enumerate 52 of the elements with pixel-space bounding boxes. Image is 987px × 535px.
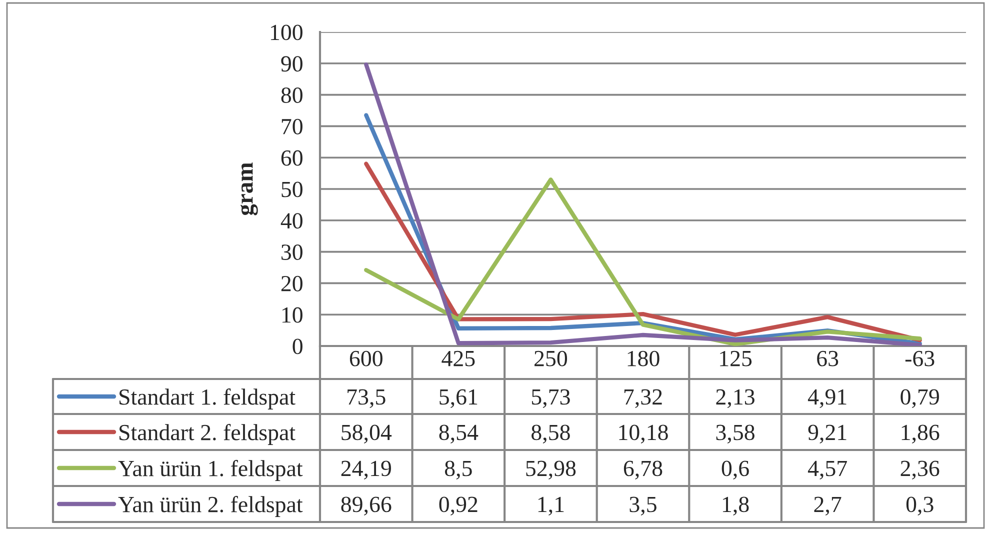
y-tick-label: 10 bbox=[282, 307, 302, 323]
data-label: 1,86 bbox=[902, 424, 940, 444]
x-tick-label: 600 bbox=[350, 350, 382, 366]
data-label: 1,8 bbox=[722, 496, 749, 516]
data-label: 0,3 bbox=[906, 496, 934, 516]
data-label: 24,19 bbox=[341, 460, 391, 480]
data-label: 3,58 bbox=[716, 424, 754, 444]
data-label: 3,5 bbox=[630, 496, 656, 516]
data-label: 0,6 bbox=[722, 460, 749, 480]
line-series bbox=[364, 62, 922, 346]
data-label: 2,7 bbox=[814, 496, 842, 516]
y-tick-label: 60 bbox=[281, 150, 302, 166]
data-label: 8,58 bbox=[532, 424, 570, 444]
data-label: 8,54 bbox=[439, 424, 478, 444]
y-tick-label: 50 bbox=[282, 182, 302, 198]
x-tick-label: 63 bbox=[817, 350, 838, 366]
data-label: 2,36 bbox=[900, 460, 940, 480]
data-label: 5,73 bbox=[532, 389, 570, 408]
y-tick-label: 90 bbox=[281, 56, 302, 72]
data-label: 9,21 bbox=[808, 424, 846, 444]
y-axis-title: gram bbox=[240, 162, 258, 216]
x-tick-label: 180 bbox=[628, 350, 660, 366]
y-tick-label: 40 bbox=[280, 213, 302, 229]
data-label: 10,18 bbox=[619, 424, 668, 444]
data-label: 58,04 bbox=[342, 424, 392, 444]
data-label: 4,57 bbox=[808, 460, 847, 480]
data-label: 1,1 bbox=[538, 496, 564, 516]
data-label: 8,5 bbox=[444, 460, 472, 480]
data-label: 7,32 bbox=[624, 389, 662, 408]
data-label: 52,98 bbox=[526, 460, 576, 480]
y-tick-label: 100 bbox=[270, 24, 302, 40]
x-tick-label: 250 bbox=[534, 350, 568, 366]
data-label: 5,61 bbox=[440, 389, 478, 408]
data-label: 2,13 bbox=[716, 389, 754, 408]
legend-label: Standart 2. feldspat bbox=[120, 424, 296, 445]
data-label: 0,92 bbox=[439, 496, 478, 516]
y-tick-label: 20 bbox=[281, 276, 302, 292]
y-tick-label: 30 bbox=[282, 244, 302, 260]
data-label: 4,91 bbox=[808, 389, 846, 408]
y-tick-label: 0 bbox=[292, 338, 302, 354]
y-tick-label: 80 bbox=[281, 88, 302, 103]
x-tick-label: -63 bbox=[905, 350, 934, 366]
y-tick-label: 70 bbox=[282, 118, 302, 134]
data-label: 73,5 bbox=[348, 389, 386, 408]
legend-label: Standart 1. feldspat bbox=[120, 388, 296, 410]
x-tick-label: 425 bbox=[442, 350, 475, 366]
data-label: 6,78 bbox=[624, 460, 662, 480]
x-tick-label: 125 bbox=[720, 350, 752, 366]
data-label: 89,66 bbox=[341, 496, 392, 516]
legend-label: Yan ürün 2. feldspat bbox=[118, 496, 303, 517]
data-label: 0,79 bbox=[900, 389, 939, 408]
legend-label: Yan ürün 1. feldspat bbox=[118, 460, 303, 481]
